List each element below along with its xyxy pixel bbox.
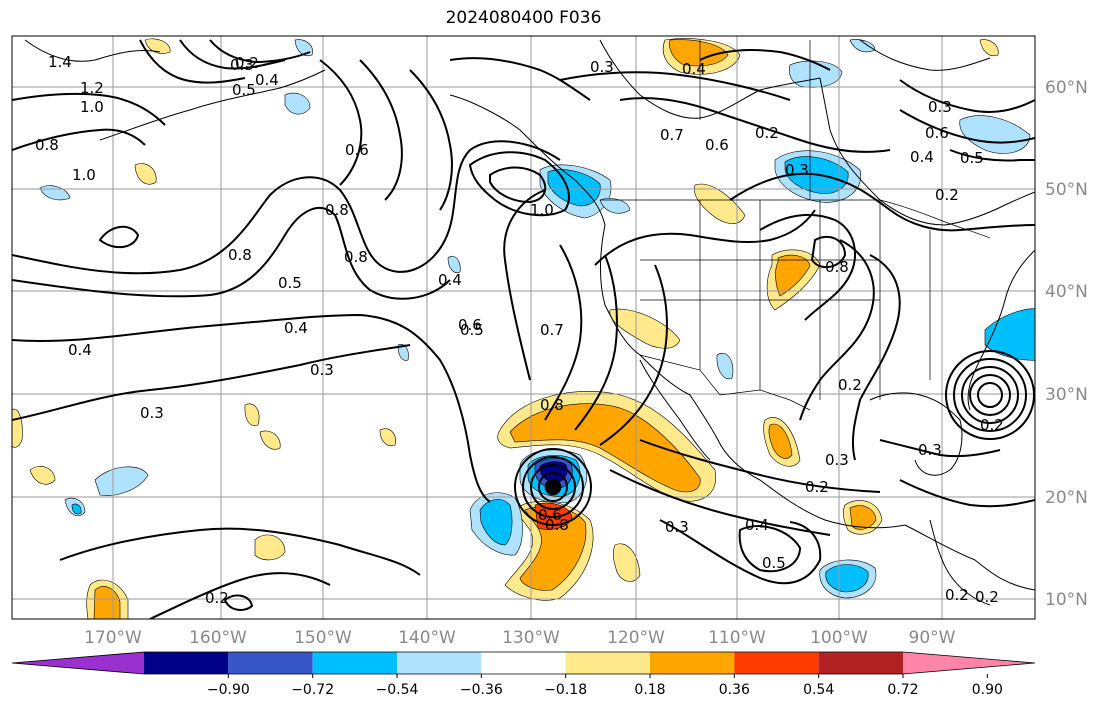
colorbar: −0.90 −0.72 −0.54 −0.36 −0.18 0.18 0.36 0.54 0.7… [11, 651, 1036, 698]
contour-label: 1.2 [80, 79, 104, 97]
contour-label: 0.3 [310, 361, 334, 379]
lon-label: 100°W [810, 628, 868, 648]
contour-label: 0.2 [838, 376, 862, 394]
map-frame [11, 35, 1036, 620]
lon-label: 140°W [398, 628, 456, 648]
contour-lines [12, 39, 1035, 619]
contour-label: 0.7 [540, 321, 564, 339]
colorbar-tick-label: −0.36 [460, 682, 503, 698]
contour-label: 0.6 [538, 506, 562, 524]
colorbar-swatch [397, 652, 482, 674]
colorbar-swatch [144, 652, 229, 674]
contour-label: 0.8 [825, 258, 849, 276]
lat-label: 20°N [1045, 488, 1088, 508]
lon-label: 120°W [607, 628, 665, 648]
contour-label: 1.0 [72, 166, 96, 184]
contour-label: 0.2 [935, 186, 959, 204]
lon-label: 110°W [708, 628, 766, 648]
graticule [12, 36, 1035, 619]
longitude-labels: 170°W 160°W 150°W 140°W 130°W 120°W 110°… [84, 628, 956, 648]
contour-label: 0.3 [785, 161, 809, 179]
contour-label: 0.4 [438, 271, 462, 289]
lat-label: 50°N [1045, 180, 1088, 200]
colorbar-swatch [650, 652, 735, 674]
map-title: 2024080400 F036 [445, 8, 602, 28]
lat-label: 60°N [1045, 78, 1088, 98]
contour-label: 0.2 [805, 478, 829, 496]
contour-label: 0.6 [458, 316, 482, 334]
contour-label: 0.4 [68, 341, 92, 359]
contour-label: 0.8 [228, 246, 252, 264]
lon-label: 130°W [502, 628, 560, 648]
contour-label: 0.8 [545, 516, 569, 534]
lon-label: 170°W [84, 628, 142, 648]
lat-label: 10°N [1045, 590, 1088, 610]
contour-label: 1.0 [530, 201, 554, 219]
contour-label: 0.5 [460, 321, 484, 339]
contour-label: 0.6 [705, 136, 729, 154]
contour-label: 0.4 [682, 60, 706, 78]
contour-label: 0.5 [762, 554, 786, 572]
contour-label: 0.2 [980, 416, 1004, 434]
contour-label: 0.3 [928, 98, 952, 116]
lat-label: 30°N [1045, 385, 1088, 405]
colorbar-swatch [312, 652, 397, 674]
colorbar-tick-label: 0.36 [719, 682, 750, 698]
lon-label: 160°W [189, 628, 247, 648]
map-area [12, 36, 1035, 619]
contour-label: 0.2 [755, 124, 779, 142]
contour-label: 0.4 [255, 71, 279, 89]
contour-label: 0.8 [325, 201, 349, 219]
contour-label: 0.2 [975, 588, 999, 606]
colorbar-tick-label: −0.18 [544, 682, 587, 698]
lon-label: 90°W [909, 628, 956, 648]
colorbar-outline [11, 651, 1036, 675]
contour-label: 0.4 [284, 319, 308, 337]
colorbar-tick-label: −0.90 [207, 682, 250, 698]
colorbar-swatch [903, 652, 1035, 674]
contour-label: 0.3 [590, 58, 614, 76]
contour-label: 0.7 [660, 126, 684, 144]
latitude-labels: 60°N 50°N 40°N 30°N 20°N 10°N [1045, 78, 1088, 610]
contour-label: 0.3 [825, 451, 849, 469]
contour-label: 0.3 [230, 56, 254, 74]
contour-label: 0.8 [35, 136, 59, 154]
contour-label: 0.3 [140, 404, 164, 422]
contour-label: 0.6 [925, 124, 949, 142]
contour-label: 0.2 [235, 54, 259, 72]
colorbar-tick-label: −0.72 [291, 682, 334, 698]
contour-label-group: 1.4 1.2 1.0 0.8 1.0 0.8 0.5 0.4 0.3 0.2 … [35, 53, 1004, 607]
contour-label: 0.8 [540, 396, 564, 414]
contour-label: 1.0 [80, 98, 104, 116]
colorbar-tick-label: 0.18 [634, 682, 665, 698]
contour-label: 0.2 [205, 589, 229, 607]
contour-label: 0.5 [278, 274, 302, 292]
contour-label: 0.4 [910, 148, 934, 166]
contour-label: 0.6 [345, 141, 369, 159]
lon-label: 150°W [294, 628, 352, 648]
contour-label: 0.3 [918, 441, 942, 459]
contour-label: 0.2 [945, 586, 969, 604]
contour-label: 0.5 [232, 81, 256, 99]
contour-label: 0.5 [960, 149, 984, 167]
contour-label: 0.8 [344, 248, 368, 266]
colorbar-swatch [734, 652, 819, 674]
colorbar-tick-label: 0.90 [972, 682, 1003, 698]
colorbar-swatch [565, 652, 650, 674]
lat-label: 40°N [1045, 282, 1088, 302]
colorbar-tick-label: 0.72 [887, 682, 918, 698]
colorbar-swatch [12, 652, 144, 674]
colorbar-swatch [481, 652, 566, 674]
contour-label: 0.3 [665, 518, 689, 536]
political-borders [600, 40, 991, 411]
colorbar-swatch [228, 652, 313, 674]
colorbar-swatch [818, 652, 903, 674]
colorbar-tick-label: 0.54 [803, 682, 834, 698]
contour-label: 0.4 [745, 516, 769, 534]
colorbar-tick-label: −0.54 [376, 682, 419, 698]
contour-label: 1.4 [48, 53, 72, 71]
